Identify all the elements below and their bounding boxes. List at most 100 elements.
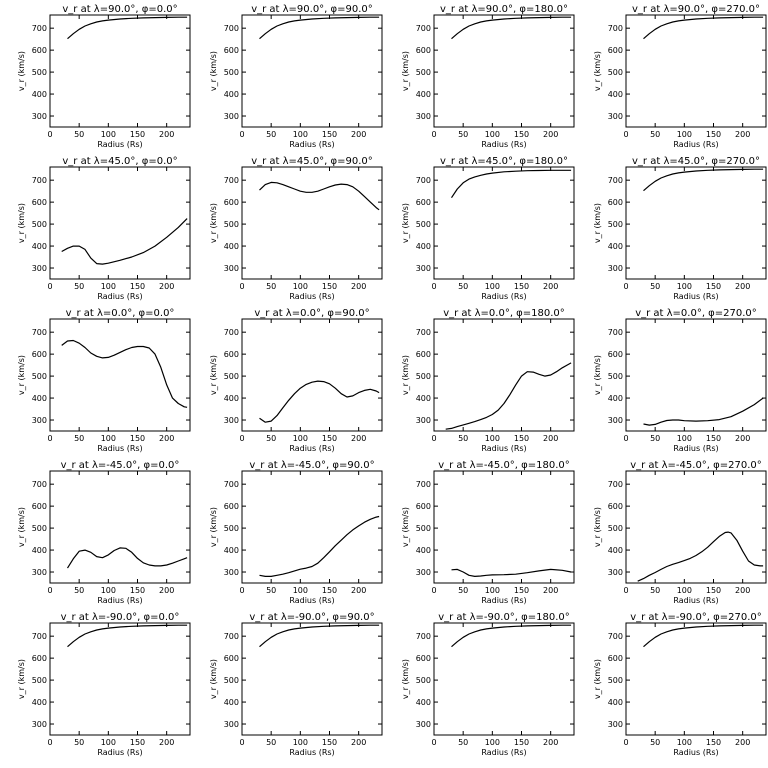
- x-tick-label: 100: [677, 434, 692, 443]
- x-tick-label: 150: [706, 282, 721, 291]
- subplot-20: v_r at λ=-90.0°, φ=270.0° 0 50 100 150 200 300…: [593, 612, 767, 757]
- x-tick-label: 200: [543, 282, 558, 291]
- x-tick-label: 0: [47, 282, 52, 291]
- plot-frame: [433, 470, 575, 584]
- x-tick-label: 0: [47, 130, 52, 139]
- y-tick-label: 300: [608, 568, 623, 577]
- y-tick-label: 300: [32, 112, 47, 121]
- x-tick-label: 100: [485, 130, 500, 139]
- x-tick-label: 200: [159, 738, 174, 747]
- x-tick-label: 100: [485, 586, 500, 595]
- x-tick-label: 200: [735, 738, 750, 747]
- y-tick-label: 400: [32, 546, 47, 555]
- x-axis-label: Radius (Rs): [289, 292, 334, 301]
- x-tick-label: 0: [47, 434, 52, 443]
- y-tick-label: 500: [416, 372, 431, 381]
- y-tick-label: 300: [224, 112, 239, 121]
- x-tick-label: 0: [47, 738, 52, 747]
- plot-title: v_r at λ=90.0°, φ=270.0°: [632, 4, 760, 15]
- x-tick-label: 100: [293, 738, 308, 747]
- x-tick-label: 100: [677, 586, 692, 595]
- y-tick-label: 500: [32, 68, 47, 77]
- x-axis-label: Radius (Rs): [97, 140, 142, 149]
- subplot-5: v_r at λ=45.0°, φ=0.0° 0 50 100 150 200 300 400…: [17, 156, 191, 301]
- x-tick-label: 200: [159, 282, 174, 291]
- subplot-16: v_r at λ=-45.0°, φ=270.0° 0 50 100 150 200 300…: [593, 460, 767, 605]
- y-tick-label: 700: [32, 328, 47, 337]
- x-tick-label: 0: [623, 738, 628, 747]
- y-tick-label: 600: [416, 198, 431, 207]
- x-tick-label: 150: [514, 586, 529, 595]
- subplot-18: v_r at λ=-90.0°, φ=90.0° 0 50 100 150 200 300 4…: [209, 612, 383, 757]
- plot-title: v_r at λ=0.0°, φ=180.0°: [443, 308, 565, 319]
- subplot-11: v_r at λ=0.0°, φ=180.0° 0 50 100 150 200 300 40…: [401, 308, 575, 453]
- plot-frame: [49, 470, 191, 584]
- y-tick-label: 700: [608, 632, 623, 641]
- plot-title: v_r at λ=90.0°, φ=0.0°: [62, 4, 177, 15]
- y-tick-label: 700: [224, 176, 239, 185]
- y-tick-label: 600: [608, 198, 623, 207]
- x-tick-label: 50: [650, 586, 660, 595]
- plot-frame: [49, 622, 191, 736]
- y-tick-label: 300: [32, 264, 47, 273]
- y-axis-label: v_r (km/s): [593, 203, 602, 243]
- y-tick-label: 300: [416, 720, 431, 729]
- x-tick-label: 50: [266, 586, 276, 595]
- y-tick-label: 600: [224, 46, 239, 55]
- y-axis-label: v_r (km/s): [17, 51, 26, 91]
- x-axis-label: Radius (Rs): [289, 748, 334, 757]
- series-line: [259, 380, 380, 423]
- x-tick-label: 0: [239, 738, 244, 747]
- y-tick-label: 600: [608, 502, 623, 511]
- y-axis-label: v_r (km/s): [209, 507, 218, 547]
- subplot-4: v_r at λ=90.0°, φ=270.0° 0 50 100 150 200 300 4…: [593, 4, 767, 149]
- x-axis-label: Radius (Rs): [673, 140, 718, 149]
- y-tick-label: 500: [416, 220, 431, 229]
- x-tick-label: 50: [458, 586, 468, 595]
- y-tick-label: 400: [416, 698, 431, 707]
- y-tick-label: 400: [224, 242, 239, 251]
- y-tick-label: 300: [416, 568, 431, 577]
- plot-frame: [625, 166, 767, 280]
- x-axis-label: Radius (Rs): [673, 596, 718, 605]
- plot-frame: [625, 14, 767, 128]
- x-tick-label: 0: [47, 586, 52, 595]
- plot-title: v_r at λ=45.0°, φ=0.0°: [62, 156, 177, 167]
- y-axis-label: v_r (km/s): [593, 355, 602, 395]
- x-tick-label: 200: [351, 738, 366, 747]
- subplot-15: v_r at λ=-45.0°, φ=180.0° 0 50 100 150 200 300…: [401, 460, 575, 605]
- x-tick-label: 0: [623, 434, 628, 443]
- plot-frame: [49, 166, 191, 280]
- x-tick-label: 50: [266, 282, 276, 291]
- plot-title: v_r at λ=0.0°, φ=270.0°: [635, 308, 757, 319]
- series-line: [259, 515, 380, 578]
- plot-title: v_r at λ=45.0°, φ=270.0°: [632, 156, 760, 167]
- y-tick-label: 600: [416, 46, 431, 55]
- y-tick-label: 500: [224, 676, 239, 685]
- series-line: [451, 624, 572, 648]
- y-axis-label: v_r (km/s): [209, 51, 218, 91]
- x-tick-label: 200: [543, 434, 558, 443]
- x-tick-label: 150: [322, 586, 337, 595]
- x-tick-label: 200: [543, 738, 558, 747]
- x-axis-label: Radius (Rs): [481, 444, 526, 453]
- y-tick-label: 500: [608, 68, 623, 77]
- y-tick-label: 300: [224, 568, 239, 577]
- x-axis-label: Radius (Rs): [481, 596, 526, 605]
- x-tick-label: 100: [293, 282, 308, 291]
- x-tick-label: 50: [74, 738, 84, 747]
- y-tick-label: 700: [32, 176, 47, 185]
- y-tick-label: 500: [224, 372, 239, 381]
- x-tick-label: 200: [735, 434, 750, 443]
- x-tick-label: 0: [239, 130, 244, 139]
- y-tick-label: 500: [416, 524, 431, 533]
- x-tick-label: 0: [623, 130, 628, 139]
- y-tick-label: 600: [32, 46, 47, 55]
- y-tick-label: 700: [224, 632, 239, 641]
- subplot-17: v_r at λ=-90.0°, φ=0.0° 0 50 100 150 200 300 40…: [17, 612, 191, 757]
- plot-frame: [241, 318, 383, 432]
- y-tick-label: 400: [416, 90, 431, 99]
- y-tick-label: 600: [224, 198, 239, 207]
- plot-title: v_r at λ=-90.0°, φ=270.0°: [630, 612, 762, 623]
- x-axis-label: Radius (Rs): [673, 444, 718, 453]
